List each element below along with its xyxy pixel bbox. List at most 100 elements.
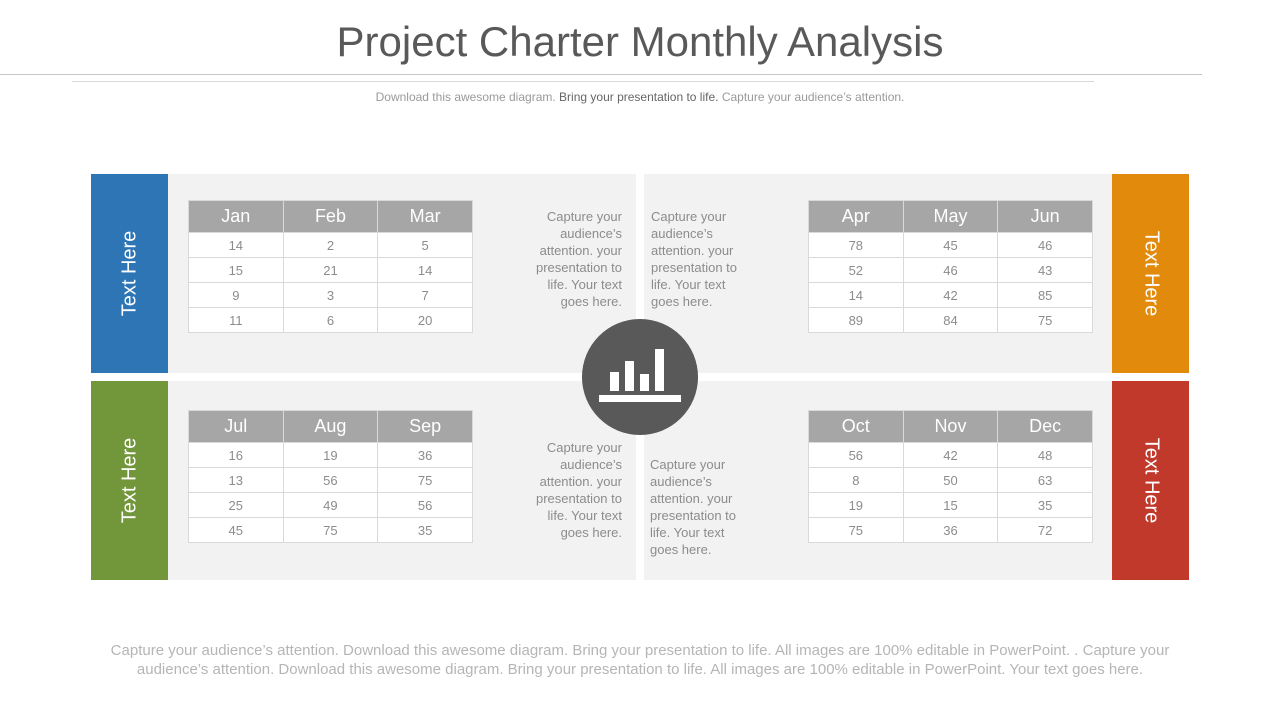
- table-cell: 36: [377, 442, 473, 468]
- subtitle: Download this awesome diagram. Bring you…: [0, 90, 1280, 104]
- month-header: Oct: [808, 410, 904, 443]
- table-cell: 75: [377, 467, 473, 493]
- table-cell: 7: [377, 282, 473, 308]
- table-cell: 15: [902, 492, 999, 518]
- table-header-row: Jan Feb Mar: [188, 200, 473, 233]
- note-q2: Capture your audience’s attention. your …: [651, 209, 738, 309]
- table-cell: 19: [808, 492, 904, 518]
- side-label-q1-text: Text Here: [118, 230, 140, 317]
- table-cell: 16: [188, 442, 284, 468]
- subtitle-part-1: Download this awesome diagram.: [375, 90, 556, 104]
- table-row: 11 6 20: [188, 307, 473, 333]
- table-cell: 35: [377, 517, 473, 543]
- table-cell: 48: [997, 442, 1093, 468]
- table-cell: 50: [902, 467, 999, 493]
- table-cell: 75: [282, 517, 379, 543]
- subtitle-part-3: Capture your audience’s attention.: [721, 90, 905, 104]
- title-divider: [0, 74, 1202, 75]
- month-header: Jun: [997, 200, 1093, 233]
- table-cell: 75: [808, 517, 904, 543]
- table-cell: 5: [377, 232, 473, 258]
- table-cell: 2: [282, 232, 379, 258]
- side-label-q2: Text Here: [1112, 174, 1189, 373]
- footer-text: Capture your audience’s attention. Downl…: [110, 642, 1170, 678]
- month-header: Nov: [902, 410, 999, 443]
- table-cell: 56: [377, 492, 473, 518]
- table-header-row: Jul Aug Sep: [188, 410, 473, 443]
- table-cell: 35: [997, 492, 1093, 518]
- month-header: May: [902, 200, 999, 233]
- month-header: Jan: [188, 200, 284, 233]
- month-header: Dec: [997, 410, 1093, 443]
- table-cell: 72: [997, 517, 1093, 543]
- month-header: Sep: [377, 410, 473, 443]
- side-label-q2-text: Text Here: [1140, 230, 1162, 317]
- table-cell: 49: [282, 492, 379, 518]
- table-row: 14 42 85: [808, 282, 1093, 308]
- table-row: 75 36 72: [808, 517, 1093, 543]
- table-row: 9 3 7: [188, 282, 473, 308]
- table-cell: 21: [282, 257, 379, 283]
- table-cell: 14: [808, 282, 904, 308]
- table-cell: 89: [808, 307, 904, 333]
- table-cell: 15: [188, 257, 284, 283]
- table-cell: 19: [282, 442, 379, 468]
- table-cell: 46: [997, 232, 1093, 258]
- month-header: Feb: [282, 200, 379, 233]
- table-cell: 78: [808, 232, 904, 258]
- table-q1: Jan Feb Mar 14 2 5 15 21 14 9 3 7 11 6 2…: [188, 200, 473, 333]
- table-cell: 14: [188, 232, 284, 258]
- table-cell: 42: [902, 442, 999, 468]
- title-divider-secondary: [72, 81, 1094, 82]
- table-cell: 13: [188, 467, 284, 493]
- table-q2: Apr May Jun 78 45 46 52 46 43 14 42 85 8…: [808, 200, 1093, 333]
- table-cell: 85: [997, 282, 1093, 308]
- table-cell: 9: [188, 282, 284, 308]
- side-label-q3-text: Text Here: [118, 437, 140, 524]
- table-cell: 11: [188, 307, 284, 333]
- table-row: 78 45 46: [808, 232, 1093, 258]
- table-row: 19 15 35: [808, 492, 1093, 518]
- table-cell: 25: [188, 492, 284, 518]
- table-header-row: Apr May Jun: [808, 200, 1093, 233]
- table-cell: 84: [902, 307, 999, 333]
- table-cell: 36: [902, 517, 999, 543]
- table-cell: 8: [808, 467, 904, 493]
- table-row: 89 84 75: [808, 307, 1093, 333]
- table-cell: 52: [808, 257, 904, 283]
- month-header: Jul: [188, 410, 284, 443]
- bar-chart-icon: [599, 349, 681, 402]
- side-label-q3: Text Here: [91, 381, 168, 580]
- subtitle-part-2: Bring your presentation to life.: [559, 90, 719, 104]
- note-q1: Capture your audience’s attention. your …: [535, 209, 622, 309]
- side-label-q4: Text Here: [1112, 381, 1189, 580]
- table-cell: 46: [902, 257, 999, 283]
- month-header: Apr: [808, 200, 904, 233]
- table-cell: 42: [902, 282, 999, 308]
- table-row: 15 21 14: [188, 257, 473, 283]
- page-title: Project Charter Monthly Analysis: [336, 18, 944, 65]
- table-cell: 56: [808, 442, 904, 468]
- note-q4: Capture your audience’s attention. your …: [650, 457, 737, 557]
- table-row: 13 56 75: [188, 467, 473, 493]
- table-cell: 75: [997, 307, 1093, 333]
- table-cell: 56: [282, 467, 379, 493]
- month-header: Mar: [377, 200, 473, 233]
- table-cell: 43: [997, 257, 1093, 283]
- table-row: 8 50 63: [808, 467, 1093, 493]
- side-label-q1: Text Here: [91, 174, 168, 373]
- table-row: 56 42 48: [808, 442, 1093, 468]
- table-row: 14 2 5: [188, 232, 473, 258]
- table-cell: 6: [282, 307, 379, 333]
- table-row: 16 19 36: [188, 442, 473, 468]
- side-label-q4-text: Text Here: [1140, 437, 1162, 524]
- table-q3: Jul Aug Sep 16 19 36 13 56 75 25 49 56 4…: [188, 410, 473, 543]
- table-row: 25 49 56: [188, 492, 473, 518]
- table-cell: 45: [902, 232, 999, 258]
- table-cell: 14: [377, 257, 473, 283]
- table-cell: 20: [377, 307, 473, 333]
- month-header: Aug: [282, 410, 379, 443]
- note-q3: Capture your audience’s attention. your …: [535, 440, 622, 540]
- table-cell: 63: [997, 467, 1093, 493]
- table-header-row: Oct Nov Dec: [808, 410, 1093, 443]
